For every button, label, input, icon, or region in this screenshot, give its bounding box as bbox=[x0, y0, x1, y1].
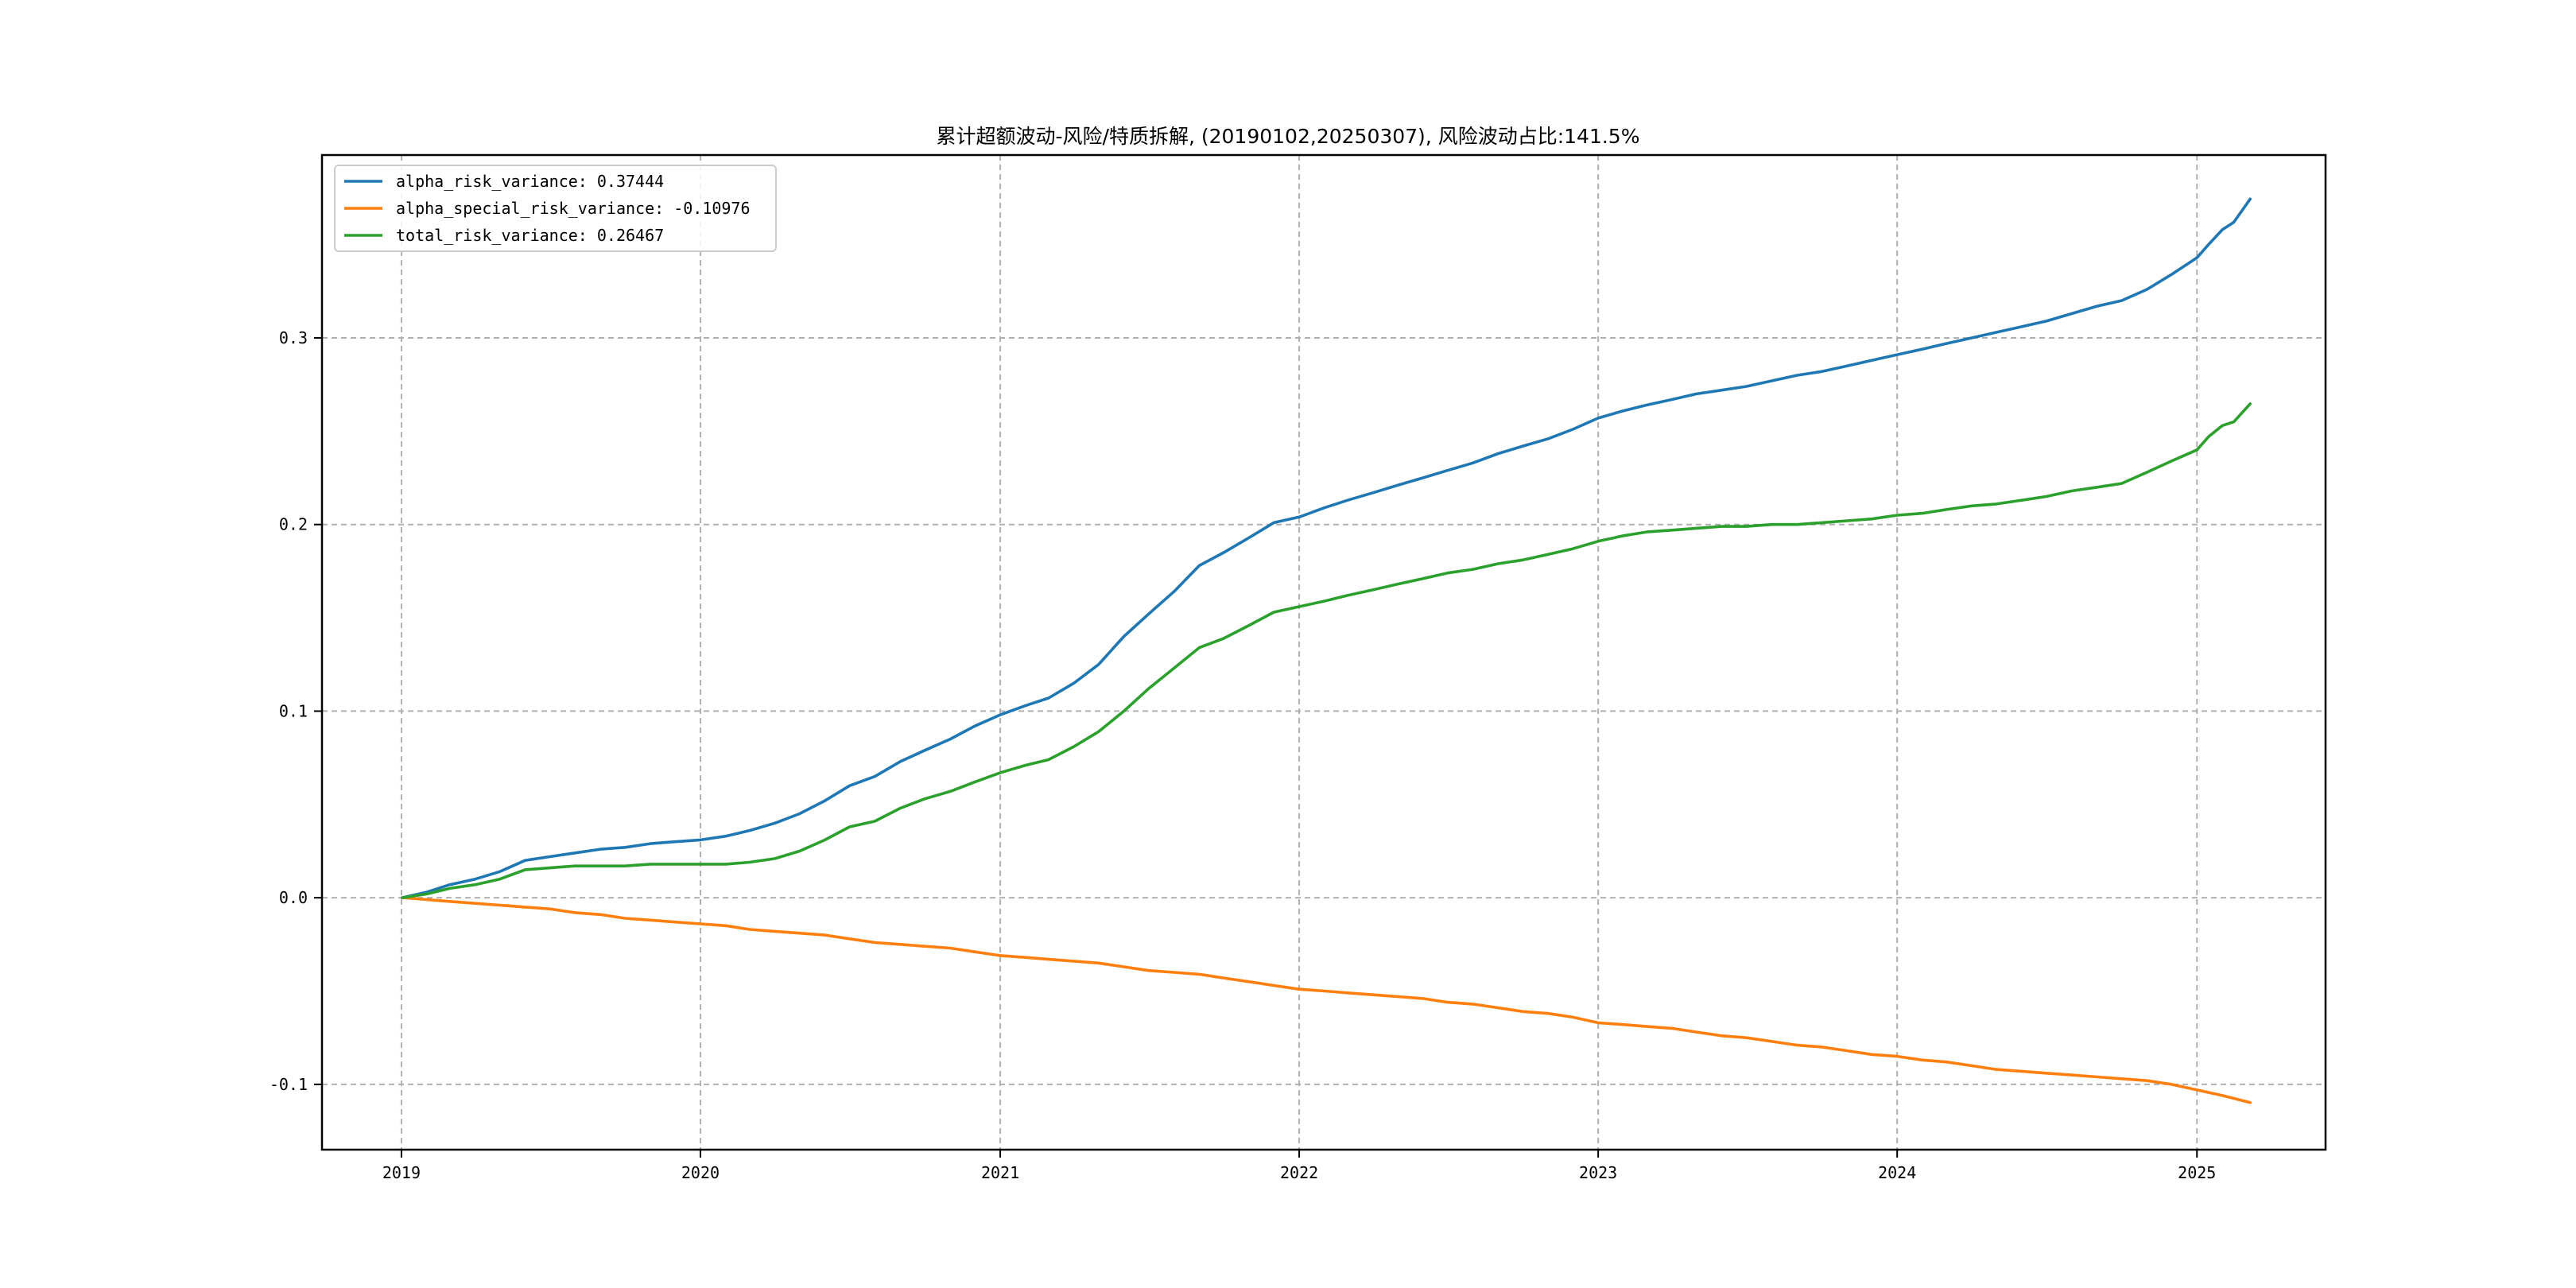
series-line-total-risk-variance bbox=[401, 402, 2252, 899]
x-tick-label: 2025 bbox=[2178, 1163, 2216, 1182]
legend-entry: alpha_risk_variance: 0.37444 bbox=[396, 172, 664, 191]
series-line-alpha-risk-variance bbox=[401, 197, 2252, 899]
legend-entry: total_risk_variance: 0.26467 bbox=[396, 226, 664, 245]
y-tick-label: 0.0 bbox=[279, 888, 308, 907]
x-tick-label: 2019 bbox=[382, 1163, 421, 1182]
grid bbox=[322, 155, 2326, 1150]
legend-box bbox=[334, 165, 777, 252]
x-tick-label: 2021 bbox=[981, 1163, 1019, 1182]
x-tick-label: 2022 bbox=[1280, 1163, 1318, 1182]
y-tick-label: 0.1 bbox=[279, 701, 308, 720]
chart-title: 累计超额波动-风险/特质拆解, (20190102,20250307), 风险波… bbox=[937, 125, 1640, 148]
y-axis: -0.1 0.0 0.1 0.2 0.3 bbox=[270, 328, 322, 1094]
series-lines bbox=[401, 197, 2252, 1104]
x-tick-label: 2023 bbox=[1579, 1163, 1617, 1182]
plot-frame bbox=[320, 153, 2327, 1151]
y-tick-label: 0.2 bbox=[279, 515, 308, 534]
x-tick-label: 2024 bbox=[1878, 1163, 1916, 1182]
plot-area bbox=[322, 155, 2326, 1150]
legend-entry: alpha_special_risk_variance: -0.10976 bbox=[396, 199, 751, 218]
series-line-alpha-special-risk-variance bbox=[401, 896, 2252, 1104]
y-tick-label: 0.3 bbox=[279, 328, 308, 347]
legend: alpha_risk_variance: 0.37444 alpha_specia… bbox=[334, 165, 777, 252]
x-tick-label: 2020 bbox=[681, 1163, 720, 1182]
y-tick-label: -0.1 bbox=[270, 1075, 308, 1094]
x-axis: 2019 2020 2021 2022 2023 2024 2025 bbox=[382, 1150, 2216, 1182]
